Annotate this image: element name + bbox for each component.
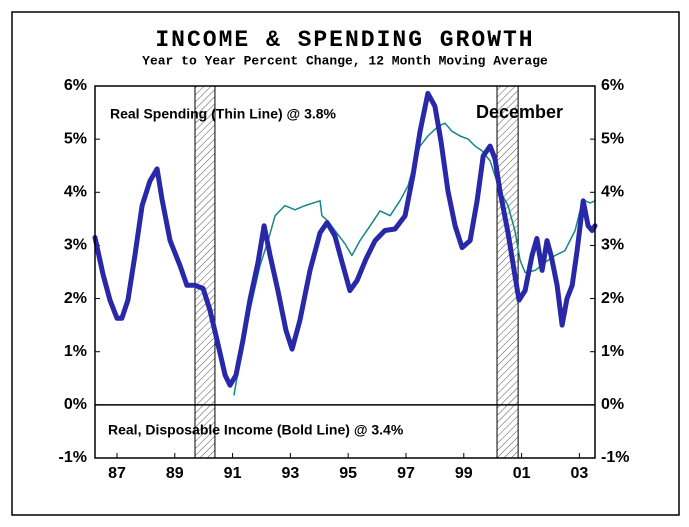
y-tick-label: -1% — [59, 449, 87, 466]
x-tick-label: 03 — [570, 465, 588, 482]
y2-tick-label: 1% — [601, 343, 624, 360]
x-tick-label: 01 — [513, 465, 531, 482]
annotation: Real, Disposable Income (Bold Line) @ 3.… — [108, 422, 404, 438]
y2-tick-label: 5% — [601, 130, 624, 147]
y-tick-label: 3% — [64, 237, 87, 254]
x-tick-label: 99 — [455, 465, 473, 482]
recession-band — [194, 85, 216, 459]
plot-frame — [94, 85, 596, 459]
chart-title: INCOME & SPENDING GROWTH — [155, 27, 534, 53]
annotation: December — [476, 102, 563, 122]
annotation: Real Spending (Thin Line) @ 3.8% — [110, 106, 337, 122]
y2-tick-label: 6% — [601, 77, 624, 94]
y-tick-label: 0% — [64, 396, 87, 413]
x-tick-label: 93 — [281, 465, 299, 482]
chart-subtitle: Year to Year Percent Change, 12 Month Mo… — [142, 53, 548, 68]
y2-tick-label: -1% — [601, 449, 629, 466]
x-tick-label: 97 — [397, 465, 415, 482]
x-tick-label: 95 — [339, 465, 357, 482]
x-tick-label: 91 — [224, 465, 242, 482]
y2-tick-label: 4% — [601, 184, 624, 201]
y-tick-label: 4% — [64, 184, 87, 201]
outer-frame — [11, 11, 680, 516]
y2-tick-label: 0% — [601, 396, 624, 413]
line-series — [92, 90, 598, 388]
y2-tick-label: 3% — [601, 237, 624, 254]
x-tick-label: 89 — [166, 465, 184, 482]
y2-tick-label: 2% — [601, 290, 624, 307]
y-tick-label: 6% — [64, 77, 87, 94]
y-tick-label: 1% — [64, 343, 87, 360]
y-tick-label: 5% — [64, 130, 87, 147]
x-tick-label: 87 — [108, 465, 126, 482]
y-tick-label: 2% — [64, 290, 87, 307]
